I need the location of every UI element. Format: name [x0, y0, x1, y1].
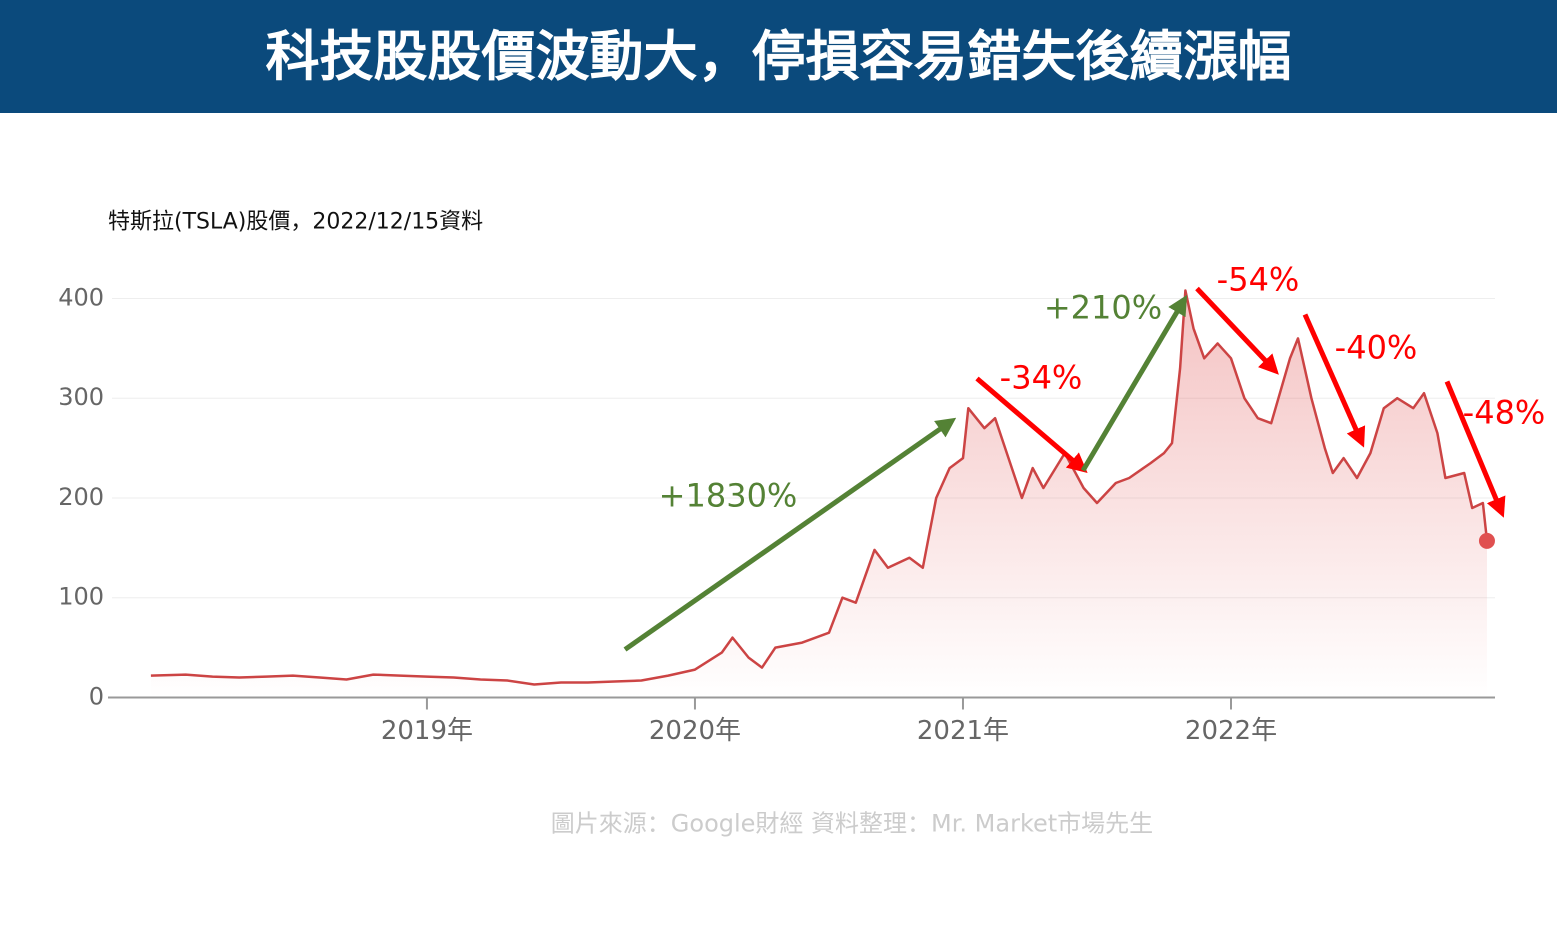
y-tick-label: 400: [58, 283, 104, 311]
page: 科技股股價波動大，停損容易錯失後續漲幅 特斯拉(TSLA)股價，2022/12/…: [0, 0, 1557, 838]
annotation: -40%: [1335, 329, 1418, 367]
arrow: [623, 417, 957, 652]
chart: 特斯拉(TSLA)股價，2022/12/15資料 圖片來源：Google財經 資…: [58, 210, 1546, 838]
source: 圖片來源：Google財經 資料整理：Mr. Market市場先生: [551, 810, 1153, 838]
x-tick-label: 2019年: [381, 716, 473, 746]
subtitle: 特斯拉(TSLA)股價，2022/12/15資料: [108, 210, 483, 235]
x-tick-label: 2020年: [649, 716, 741, 746]
y-tick-label: 0: [89, 683, 104, 711]
arrow: [1195, 286, 1279, 375]
annotation: +1830%: [659, 477, 798, 515]
y-tick-label: 300: [58, 383, 104, 411]
header-title: 科技股股價波動大，停損容易錯失後續漲幅: [0, 0, 1557, 113]
x-tick-label: 2022年: [1185, 716, 1277, 746]
arrow: [1080, 294, 1188, 472]
arrow: [975, 376, 1088, 473]
y-tick-label: 200: [58, 483, 104, 511]
end-point: [1478, 532, 1495, 549]
y-tick-label: 100: [58, 583, 104, 611]
line: [150, 289, 1489, 686]
area: [150, 290, 1488, 698]
arrow: [1302, 313, 1366, 448]
x-tick-label: 2021年: [917, 716, 1009, 746]
annotation: -34%: [1000, 359, 1083, 397]
annotation: +210%: [1044, 289, 1162, 327]
annotation: -48%: [1463, 394, 1546, 432]
arrow: [1444, 380, 1506, 518]
annotation: -54%: [1217, 261, 1300, 299]
